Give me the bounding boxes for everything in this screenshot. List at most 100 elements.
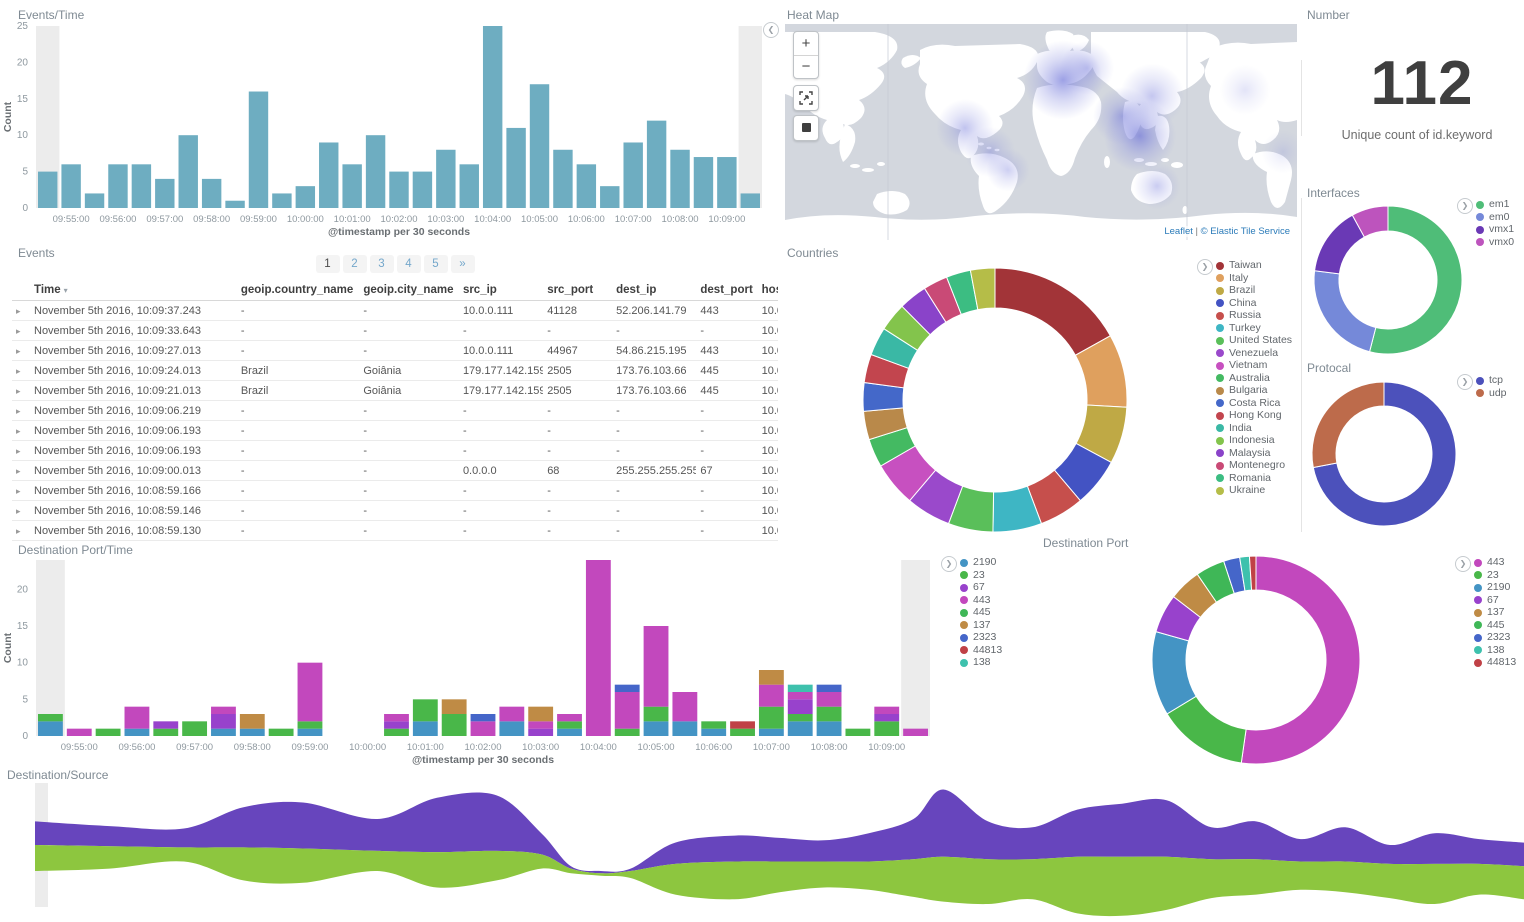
legend-item-23[interactable]: 23 [960, 569, 1002, 582]
table-row[interactable]: ▸ November 5th 2016, 10:08:59.130- - - - - -10… [12, 520, 778, 541]
stacked-bar-segment-67[interactable] [874, 714, 900, 722]
table-row[interactable]: ▸ November 5th 2016, 10:09:33.643- - - - - -10… [12, 320, 778, 341]
stacked-bar-segment-2190[interactable] [672, 721, 698, 736]
donut-segment-vmx0[interactable] [1351, 205, 1389, 238]
table-row[interactable]: ▸ November 5th 2016, 10:09:24.013 Brazil Go… [12, 360, 778, 381]
stacked-bar-segment-23[interactable] [874, 721, 900, 736]
legend-item-23[interactable]: 23 [1474, 569, 1516, 582]
legend-item-137[interactable]: 137 [1474, 606, 1516, 619]
bar[interactable] [717, 157, 737, 208]
stacked-bar-segment-2190[interactable] [787, 721, 813, 736]
stacked-bar-segment-2190[interactable] [499, 721, 525, 736]
stacked-bar-segment-2190[interactable] [758, 728, 784, 736]
legend-item-udp[interactable]: udp [1476, 387, 1507, 400]
legend-item-Russia[interactable]: Russia [1216, 309, 1292, 322]
legend-collapse-chevron-icon[interactable]: ❯ [1197, 259, 1213, 275]
legend-item-44813[interactable]: 44813 [1474, 656, 1516, 669]
legend-item-United States[interactable]: United States [1216, 334, 1292, 347]
stacked-bar-segment-137[interactable] [758, 670, 784, 685]
stacked-bar-segment-23[interactable] [845, 728, 871, 736]
table-row[interactable]: ▸ November 5th 2016, 10:09:27.013- -10.0.0… [12, 340, 778, 361]
page-button-2[interactable]: 2 [342, 255, 367, 273]
legend-item-vmx0[interactable]: vmx0 [1476, 236, 1514, 249]
bar[interactable] [623, 142, 643, 208]
bar[interactable] [131, 164, 152, 208]
donut-segment-tcp[interactable] [1312, 381, 1457, 527]
legend-item-Italy[interactable]: Italy [1216, 272, 1292, 285]
column-header-dest_port[interactable]: dest_port [696, 280, 758, 301]
bar[interactable] [272, 193, 292, 208]
legend-item-2190[interactable]: 2190 [1474, 581, 1516, 594]
table-row[interactable]: ▸ November 5th 2016, 10:09:06.193- - - - - -10… [12, 420, 778, 441]
legend-item-137[interactable]: 137 [960, 619, 1002, 632]
legend-collapse-chevron-icon[interactable]: ❯ [1457, 198, 1473, 214]
expand-row-caret-icon[interactable]: ▸ [16, 505, 21, 516]
stacked-bar-segment-137[interactable] [441, 699, 467, 714]
stacked-bar-segment-2190[interactable] [643, 721, 669, 736]
column-header-host[interactable]: host [757, 280, 778, 301]
stacked-bar-segment-443[interactable] [643, 626, 669, 707]
stacked-bar-segment-443[interactable] [297, 662, 323, 722]
table-row[interactable]: ▸ November 5th 2016, 10:09:06.219- - - - - -10… [12, 400, 778, 421]
legend-item-Brazil[interactable]: Brazil [1216, 284, 1292, 297]
stream-band-source[interactable] [35, 845, 1524, 917]
stacked-bar-segment-2323[interactable] [470, 714, 496, 722]
stream-band-destination[interactable] [35, 789, 1524, 874]
stacked-bar-segment-2190[interactable] [297, 728, 323, 736]
stacked-bar-segment-443[interactable] [614, 692, 640, 729]
table-row[interactable]: ▸ November 5th 2016, 10:09:37.243- -10.0.0… [12, 300, 778, 321]
legend-item-tcp[interactable]: tcp [1476, 374, 1507, 387]
page-button-1[interactable]: 1 [315, 255, 340, 273]
page-button-5[interactable]: 5 [423, 255, 448, 273]
column-header-geoip.city_name[interactable]: geoip.city_name [359, 280, 459, 301]
bar[interactable] [248, 91, 269, 208]
stacked-bar-segment-2323[interactable] [614, 684, 640, 692]
page-button-»[interactable]: » [450, 255, 475, 273]
table-row[interactable]: ▸ November 5th 2016, 10:09:06.193- - - - - -10… [12, 440, 778, 461]
bar[interactable] [646, 120, 667, 208]
heat-map[interactable]: + − Leaflet | © Elastic Tile Service [785, 24, 1297, 240]
stacked-bar-segment-2190[interactable] [816, 721, 842, 736]
legend-item-Montenegro[interactable]: Montenegro [1216, 459, 1292, 472]
bar[interactable] [365, 135, 386, 208]
donut-segment-Ukraine[interactable] [969, 267, 996, 311]
legend-item-China[interactable]: China [1216, 297, 1292, 310]
bar[interactable] [693, 157, 714, 208]
stacked-bar-segment-67[interactable] [211, 714, 236, 729]
stacked-bar-segment-23[interactable] [758, 706, 784, 729]
legend-item-445[interactable]: 445 [1474, 619, 1516, 632]
stacked-bar-segment-23[interactable] [384, 728, 409, 736]
expand-row-caret-icon[interactable]: ▸ [16, 445, 21, 456]
stacked-bar-segment-443[interactable] [470, 721, 496, 736]
expand-row-caret-icon[interactable]: ▸ [16, 325, 21, 336]
donut-segment-44813[interactable] [1248, 555, 1257, 591]
bar[interactable] [553, 149, 573, 208]
expand-row-caret-icon[interactable]: ▸ [16, 525, 21, 536]
bar[interactable] [482, 26, 503, 208]
collapse-panel-chevron-icon[interactable]: ❮ [763, 22, 779, 38]
legend-item-Bulgaria[interactable]: Bulgaria [1216, 384, 1292, 397]
leaflet-link[interactable]: Leaflet [1164, 226, 1193, 237]
stacked-bar-segment-443[interactable] [384, 714, 409, 722]
stacked-bar-segment-2190[interactable] [412, 721, 438, 736]
bar[interactable] [108, 164, 128, 208]
table-row[interactable]: ▸ November 5th 2016, 10:09:21.013 Brazil Go… [12, 380, 778, 401]
expand-row-caret-icon[interactable]: ▸ [16, 345, 21, 356]
stacked-bar-segment-443[interactable] [787, 692, 813, 700]
bar[interactable] [319, 142, 339, 208]
bar[interactable] [61, 164, 81, 208]
stacked-bar-segment-443[interactable] [66, 728, 92, 736]
stacked-bar-segment-137[interactable] [239, 714, 265, 729]
stacked-bar-segment-443[interactable] [816, 692, 842, 707]
stacked-bar-segment-443[interactable] [528, 721, 554, 729]
bar[interactable] [600, 186, 620, 208]
donut-segment-443[interactable] [1240, 555, 1361, 765]
bar[interactable] [506, 127, 526, 208]
legend-collapse-chevron-icon[interactable]: ❯ [1455, 556, 1471, 572]
stacked-bar-segment-23[interactable] [182, 721, 208, 736]
legend-item-2323[interactable]: 2323 [1474, 631, 1516, 644]
legend-item-445[interactable]: 445 [960, 606, 1002, 619]
bar[interactable] [389, 171, 409, 208]
stacked-bar-segment-443[interactable] [758, 684, 784, 707]
expand-row-caret-icon[interactable]: ▸ [16, 425, 21, 436]
